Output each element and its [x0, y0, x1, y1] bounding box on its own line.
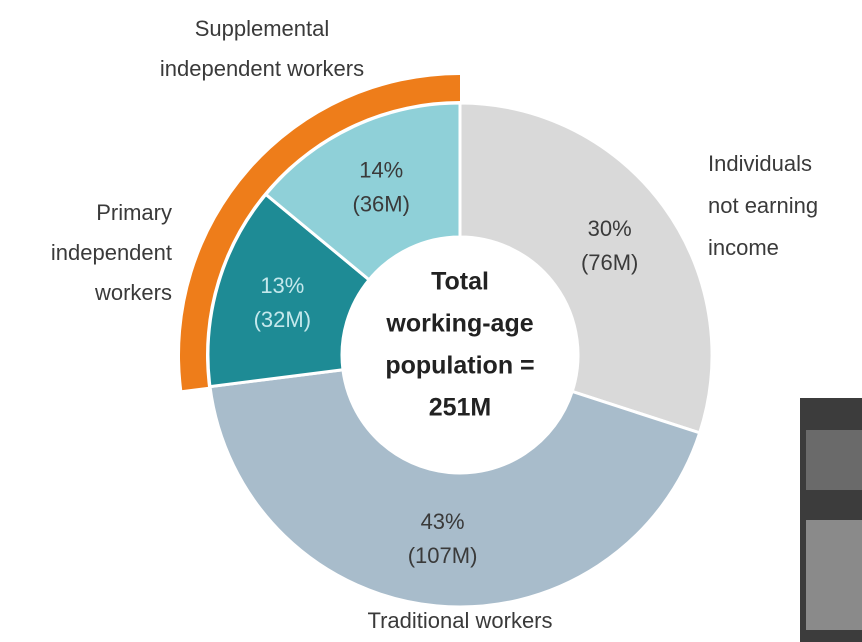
- value-label: 14%: [359, 157, 403, 182]
- center-label: Total: [431, 268, 489, 296]
- category-label: independent: [51, 240, 172, 265]
- millions-label: (107M): [408, 543, 478, 568]
- millions-label: (32M): [254, 307, 311, 332]
- category-label: Traditional workers: [367, 608, 552, 633]
- category-label: workers: [94, 280, 172, 305]
- donut-hole: [342, 237, 578, 473]
- highlight-arc: [180, 74, 460, 391]
- category-label: Supplemental: [195, 16, 330, 41]
- photo-detail: [806, 430, 862, 490]
- center-label: 251M: [429, 394, 492, 422]
- category-label: Primary: [96, 200, 172, 225]
- category-label: income: [708, 235, 779, 260]
- millions-label: (76M): [581, 250, 638, 275]
- photo-detail: [806, 520, 862, 630]
- category-label: Individuals: [708, 151, 812, 176]
- center-label: population =: [385, 352, 534, 380]
- value-label: 13%: [260, 273, 304, 298]
- category-label: not earning: [708, 193, 818, 218]
- millions-label: (36M): [353, 191, 410, 216]
- value-label: 43%: [421, 509, 465, 534]
- center-label: working-age: [385, 310, 533, 338]
- value-label: 30%: [588, 216, 632, 241]
- category-label: independent workers: [160, 56, 364, 81]
